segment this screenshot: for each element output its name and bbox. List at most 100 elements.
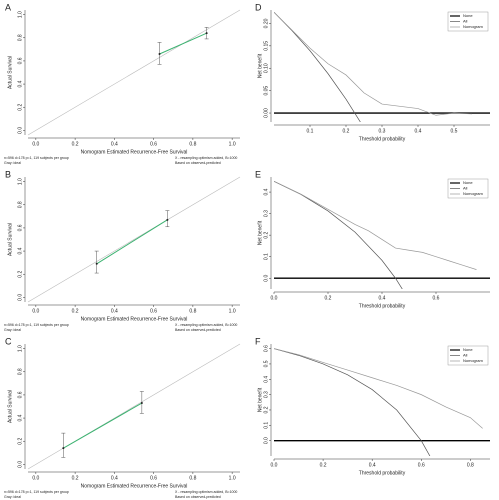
y-tick-label: 0.2 [17,104,23,111]
legend-label: Nomogram [463,358,483,363]
point [140,402,143,405]
ideal-line [27,9,241,136]
y-tick-label: 0.6 [17,224,23,231]
x-tick-label: 0.2 [320,462,327,468]
ideal-line [27,343,241,470]
x-axis-label: Nomogram Estimated Recurrence-Free Survi… [81,316,188,322]
x-axis-label: Threshold probability [359,470,406,476]
footnote: Based on observed-predicted [175,495,221,499]
series-line [274,348,431,456]
legend-label: All [463,19,468,24]
calibration-line [159,32,207,55]
calibration-line [96,219,168,265]
footnote: n=596 d=178 p=1, 119 subjects per group [4,323,69,327]
panel: A 0.0 0.2 0.4 0.6 0.8 1.0 0.0 0.2 0.4 0.6 0.8 1.0 Nom… [4,2,241,165]
panel: B 0.0 0.2 0.4 0.6 0.8 1.0 0.0 0.2 0.4 0.6 0.8 1.0 Nom… [4,169,241,332]
y-tick-label: 0.0 [263,437,269,444]
x-tick-label: 0.4 [415,128,422,134]
x-tick-label: 0.4 [111,141,118,147]
point [158,52,161,55]
y-tick-label: 0.20 [263,18,269,28]
legend-label: None [463,180,473,185]
y-tick-label: 0.5 [263,360,269,367]
y-tick-label: 0.6 [17,391,23,398]
y-tick-label: 0.2 [263,231,269,238]
x-tick-label: 0.8 [467,462,474,468]
panel-letter: B [5,169,11,179]
y-tick-label: 0.4 [17,414,23,421]
x-tick-label: 0.5 [451,128,458,134]
x-tick-label: 0.0 [32,141,39,147]
y-tick-label: 0.6 [263,345,269,352]
x-tick-label: 0.8 [189,308,196,314]
footnote: X - resampling optimism added, B=1000 [175,490,237,494]
y-axis-label: Net benefit [257,387,263,412]
x-tick-label: 0.0 [32,475,39,481]
footnote: X - resampling optimism added, B=1000 [175,156,237,160]
x-tick-label: 0.8 [189,475,196,481]
ideal-line [27,176,241,303]
y-tick-label: 0.3 [263,391,269,398]
footnote: n=596 d=178 p=1, 119 subjects per group [4,156,69,160]
footnote: n=596 d=178 p=1, 119 subjects per group [4,490,69,494]
legend-label: Nomogram [463,24,483,29]
y-tick-label: 0.3 [263,210,269,217]
series-line [274,180,477,270]
panel-letter: F [255,336,261,346]
x-tick-label: 0.8 [189,141,196,147]
y-tick-label: 0.8 [17,34,23,41]
panel-letter: A [5,2,11,12]
panel-letter: D [255,2,262,12]
series-line [274,11,361,122]
series-line [274,180,403,289]
x-tick-label: 1.0 [229,308,236,314]
error-bar [165,210,170,228]
panel-letter: C [5,336,12,346]
y-tick-label: 0.8 [17,368,23,375]
x-axis-label: Threshold probability [359,136,406,142]
x-axis-label: Nomogram Estimated Recurrence-Free Survi… [81,483,188,489]
x-tick-label: 0.6 [150,308,157,314]
x-tick-label: 0.4 [111,475,118,481]
legend-label: Nomogram [463,191,483,196]
y-tick-label: 0.0 [263,275,269,282]
y-tick-label: 0.10 [263,63,269,73]
legend-label: None [463,13,473,18]
x-tick-label: 0.3 [379,128,386,134]
y-tick-label: 0.0 [17,294,23,301]
y-axis-label: Actual Survival [7,223,13,256]
calibration-line [63,402,143,449]
x-tick-label: 0.4 [379,295,386,301]
legend-box [447,345,489,366]
y-axis-label: Net benefit [257,53,263,78]
x-tick-label: 0.6 [433,295,440,301]
y-tick-label: 0.15 [263,41,269,51]
y-tick-label: 1.0 [17,178,23,185]
x-tick-label: 0.6 [418,462,425,468]
panel: D 0.1 0.2 0.3 0.4 0.5 0.00 0.05 0.10 0.15 0.20 Thre… [255,2,490,142]
y-tick-label: 0.1 [263,422,269,429]
y-tick-label: 0.0 [17,461,23,468]
x-tick-label: 0.6 [150,141,157,147]
y-axis-label: Actual Survival [7,56,13,89]
footnote: Based on observed-predicted [175,328,221,332]
point [166,218,169,221]
x-axis-label: Nomogram Estimated Recurrence-Free Survi… [81,149,188,155]
error-bar [61,432,66,458]
legend-box [447,11,489,32]
y-tick-label: 0.2 [17,438,23,445]
y-tick-label: 0.05 [263,86,269,96]
y-tick-label: 1.0 [17,11,23,18]
x-tick-label: 0.2 [72,141,79,147]
series-line [274,11,473,116]
y-tick-label: 0.2 [263,406,269,413]
y-axis-label: Actual Survival [7,390,13,423]
x-tick-label: 0.0 [32,308,39,314]
footnote: X - resampling optimism added, B=1000 [175,323,237,327]
point [95,262,98,265]
x-tick-label: 0.6 [150,475,157,481]
y-tick-label: 0.4 [17,247,23,254]
legend-label: All [463,353,468,358]
legend-label: None [463,347,473,352]
